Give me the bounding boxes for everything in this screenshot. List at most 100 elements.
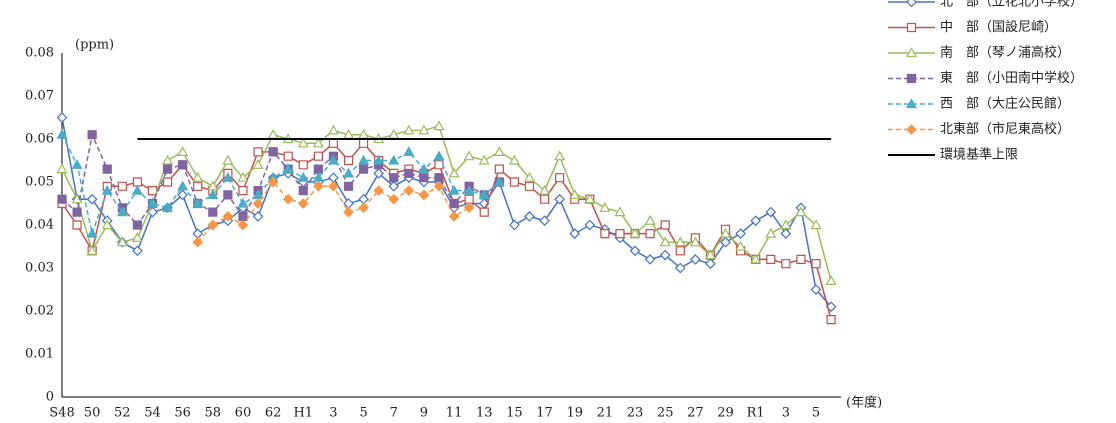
- y-tick-label: 0.01: [25, 347, 54, 362]
- marker: [389, 173, 399, 183]
- marker: [222, 154, 234, 165]
- marker: [131, 232, 143, 242]
- marker: [539, 184, 551, 195]
- marker: [906, 0, 917, 8]
- marker: [56, 112, 68, 123]
- marker: [359, 164, 369, 174]
- y-tick-label: 0.02: [25, 304, 54, 319]
- marker: [267, 128, 279, 139]
- marker: [906, 124, 917, 135]
- marker: [614, 206, 626, 217]
- marker: [675, 246, 685, 256]
- legend-item: 西 部（大庄公民館）: [888, 96, 1070, 112]
- series-line: [61, 117, 832, 308]
- marker: [433, 150, 445, 161]
- x-tick-label: 9: [420, 406, 428, 421]
- marker: [826, 315, 836, 325]
- marker: [905, 98, 918, 109]
- x-tick-label: 27: [687, 406, 704, 421]
- marker: [207, 189, 219, 199]
- marker: [328, 138, 339, 148]
- marker: [177, 146, 189, 156]
- y-tick-label: 0.06: [25, 132, 54, 147]
- marker: [810, 284, 822, 295]
- legend-label: 西 部（大庄公民館）: [940, 96, 1070, 112]
- marker: [328, 180, 339, 192]
- marker: [463, 150, 475, 161]
- marker: [132, 220, 142, 230]
- marker: [327, 124, 339, 135]
- marker: [359, 138, 369, 148]
- marker: [509, 177, 520, 187]
- marker: [162, 202, 174, 212]
- marker: [298, 186, 308, 196]
- x-tick-label: S48: [49, 406, 74, 421]
- series-line: [61, 125, 832, 282]
- marker: [524, 211, 535, 222]
- marker: [252, 198, 264, 209]
- legend-label: 中 部（国設尼崎）: [940, 19, 1057, 35]
- y-tick-label: 0.08: [25, 46, 54, 61]
- marker: [448, 167, 460, 178]
- x-tick-label: 5: [359, 406, 367, 421]
- marker: [373, 168, 385, 179]
- legend-label: 北 部（立花北小学校）: [940, 0, 1083, 10]
- legend-item: 中 部（国設尼崎）: [888, 19, 1057, 35]
- marker: [403, 124, 415, 135]
- marker: [146, 197, 159, 208]
- marker: [178, 160, 188, 170]
- marker: [906, 22, 917, 33]
- marker: [343, 206, 354, 218]
- x-tick-label: 25: [657, 406, 674, 421]
- x-tick-label: 3: [329, 406, 337, 421]
- marker: [343, 181, 354, 191]
- marker: [569, 189, 581, 199]
- marker: [388, 154, 400, 165]
- x-tick-label: 52: [114, 406, 131, 421]
- marker: [86, 227, 98, 238]
- marker: [86, 245, 98, 255]
- marker: [750, 253, 762, 264]
- series-line: [61, 132, 500, 227]
- marker: [101, 219, 113, 230]
- marker: [222, 211, 234, 222]
- marker: [283, 151, 293, 161]
- x-tick-label: 50: [84, 406, 101, 421]
- marker: [418, 189, 430, 201]
- marker: [328, 172, 339, 184]
- marker: [810, 219, 822, 230]
- marker: [509, 219, 520, 231]
- marker: [463, 184, 475, 195]
- marker: [719, 227, 732, 238]
- marker: [237, 171, 249, 182]
- x-tick-label: H1: [293, 406, 313, 421]
- marker: [177, 180, 189, 191]
- marker: [448, 211, 460, 222]
- marker: [373, 154, 385, 165]
- marker: [659, 236, 671, 247]
- marker: [674, 262, 686, 274]
- marker: [192, 228, 204, 239]
- marker: [252, 159, 264, 169]
- marker: [223, 190, 233, 200]
- marker: [433, 120, 445, 131]
- x-axis-label: (年度): [846, 395, 882, 411]
- marker: [192, 171, 204, 182]
- marker: [811, 259, 821, 269]
- marker: [358, 193, 369, 205]
- marker: [132, 245, 143, 257]
- marker: [162, 154, 174, 165]
- marker: [735, 240, 747, 251]
- marker: [419, 173, 429, 183]
- legend-item: 北 部（立花北小学校）: [888, 0, 1083, 10]
- series-line: [61, 142, 832, 320]
- marker: [253, 147, 263, 157]
- marker: [403, 146, 415, 156]
- marker: [297, 171, 309, 182]
- marker: [418, 124, 430, 135]
- x-tick-label: 19: [566, 406, 583, 421]
- y-tick-label: 0.05: [25, 175, 54, 190]
- marker: [523, 171, 536, 182]
- legend-label: 南 部（琴ノ浦高校）: [940, 45, 1070, 61]
- x-tick-label: 54: [144, 406, 161, 421]
